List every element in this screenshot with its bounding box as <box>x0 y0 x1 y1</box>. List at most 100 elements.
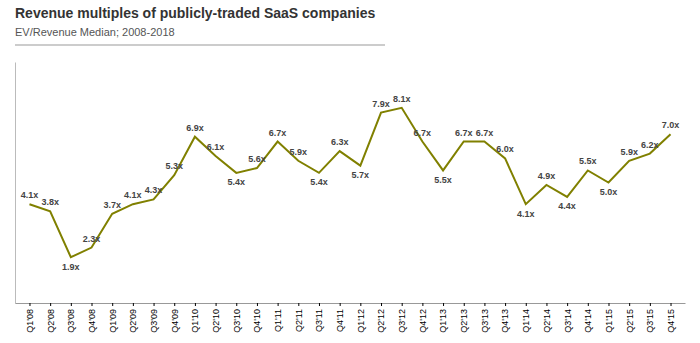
line <box>29 108 670 257</box>
x-tick-label: Q2'13 <box>459 309 469 333</box>
x-tick-mark <box>278 303 279 306</box>
x-tick-label: Q4'09 <box>170 309 180 333</box>
x-tick-mark <box>588 303 589 306</box>
data-label: 5.0x <box>600 187 618 197</box>
data-label: 7.0x <box>662 120 680 130</box>
x-tick-mark <box>133 303 134 306</box>
data-label: 6.7x <box>269 128 287 138</box>
x-tick: Q3'13 <box>480 303 490 333</box>
x-tick-label: Q2'14 <box>542 309 552 333</box>
x-tick-mark <box>546 303 547 306</box>
chart: Revenue multiples of publicly-traded Saa… <box>0 0 700 343</box>
x-tick-mark <box>443 303 444 306</box>
x-tick-mark <box>484 303 485 306</box>
x-tick: Q4'12 <box>418 303 428 333</box>
x-tick-mark <box>216 303 217 306</box>
x-tick-mark <box>112 303 113 306</box>
data-label: 5.7x <box>352 170 370 180</box>
x-tick: Q4'15 <box>666 303 676 333</box>
x-tick-mark <box>71 303 72 306</box>
x-tick: Q1'14 <box>521 303 531 333</box>
x-tick-label: Q1'14 <box>521 309 531 333</box>
x-tick-mark <box>567 303 568 306</box>
data-label: 6.3x <box>331 137 349 147</box>
x-tick: Q2'10 <box>211 303 221 333</box>
data-label: 5.9x <box>290 147 308 157</box>
x-tick: Q1'12 <box>356 303 366 333</box>
x-tick-mark <box>236 303 237 306</box>
data-label: 6.7x <box>414 128 432 138</box>
x-tick-label: Q3'08 <box>66 309 76 333</box>
x-tick-label: Q3'13 <box>480 309 490 333</box>
data-label: 1.9x <box>62 262 80 272</box>
x-tick: Q2'09 <box>128 303 138 333</box>
subtitle: EV/Revenue Median; 2008-2018 <box>15 26 175 38</box>
x-tick-mark <box>50 303 51 306</box>
data-label: 5.9x <box>620 147 638 157</box>
x-tick-label: Q3'09 <box>149 309 159 333</box>
x-tick-mark <box>381 303 382 306</box>
x-tick-label: Q3'11 <box>314 309 324 332</box>
title: Revenue multiples of publicly-traded Saa… <box>15 5 375 21</box>
x-tick-label: Q2'11 <box>294 309 304 332</box>
x-tick: Q3'09 <box>149 303 159 333</box>
x-tick: Q2'11 <box>294 303 304 332</box>
x-tick-label: Q2'12 <box>376 309 386 333</box>
x-tick-mark <box>298 303 299 306</box>
x-tick-mark <box>526 303 527 306</box>
x-tick-label: Q4'15 <box>666 309 676 333</box>
data-labels: 4.1x3.8x1.9x2.3x3.7x4.1x4.3x5.3x6.9x6.1x… <box>21 94 680 272</box>
x-tick: Q1'13 <box>438 303 448 333</box>
x-tick: Q2'12 <box>376 303 386 333</box>
x-tick: Q3'08 <box>66 303 76 333</box>
plot: Q1'08 Q2'08 Q3'08 Q4'08 Q1'09 Q2'09 Q3'09 Q4'09… <box>16 63 686 333</box>
data-label: 5.4x <box>310 177 328 187</box>
x-tick-label: Q1'10 <box>190 309 200 333</box>
x-tick: Q3'14 <box>563 303 573 333</box>
x-tick: Q4'08 <box>87 303 97 333</box>
x-tick-mark <box>340 303 341 306</box>
x-tick-label: Q1'09 <box>108 309 118 333</box>
data-label: 6.9x <box>186 123 204 133</box>
x-tick-mark <box>319 303 320 306</box>
x-tick: Q1'08 <box>25 303 35 333</box>
x-tick: Q4'14 <box>583 303 593 333</box>
x-tick: Q4'10 <box>252 303 262 333</box>
x-axis-line <box>16 303 686 304</box>
x-tick: Q1'09 <box>108 303 118 333</box>
y-axis <box>15 63 16 304</box>
data-label: 5.4x <box>227 177 245 187</box>
data-label: 5.3x <box>165 161 183 171</box>
data-label: 6.0x <box>496 144 514 154</box>
x-tick: Q3'12 <box>397 303 407 333</box>
x-tick-label: Q3'10 <box>232 309 242 333</box>
data-label: 4.1x <box>21 190 39 200</box>
x-tick-mark <box>29 303 30 306</box>
x-tick-label: Q1'12 <box>356 309 366 333</box>
x-tick: Q1'15 <box>604 303 614 333</box>
x-tick-mark <box>608 303 609 306</box>
x-tick: Q2'14 <box>542 303 552 333</box>
data-label: 5.6x <box>248 154 266 164</box>
x-tick-label: Q2'08 <box>46 309 56 333</box>
x-tick-label: Q4'11 <box>335 309 345 332</box>
data-label: 4.3x <box>145 185 163 195</box>
data-label: 6.2x <box>641 140 659 150</box>
x-tick-label: Q1'15 <box>604 309 614 333</box>
x-tick-mark <box>360 303 361 306</box>
x-tick-mark <box>92 303 93 306</box>
x-tick-mark <box>650 303 651 306</box>
x-tick: Q2'08 <box>46 303 56 333</box>
x-tick-label: Q4'13 <box>500 309 510 333</box>
x-tick-mark <box>464 303 465 306</box>
x-tick-label: Q4'14 <box>583 309 593 333</box>
x-tick: Q4'09 <box>170 303 180 333</box>
data-label: 4.1x <box>124 190 142 200</box>
x-tick-label: Q4'10 <box>252 309 262 333</box>
data-label: 7.9x <box>372 99 390 109</box>
data-label: 6.7x <box>455 128 473 138</box>
x-tick: Q3'10 <box>232 303 242 333</box>
x-tick-mark <box>195 303 196 306</box>
x-tick-label: Q3'14 <box>563 309 573 333</box>
data-label: 6.1x <box>207 142 225 152</box>
